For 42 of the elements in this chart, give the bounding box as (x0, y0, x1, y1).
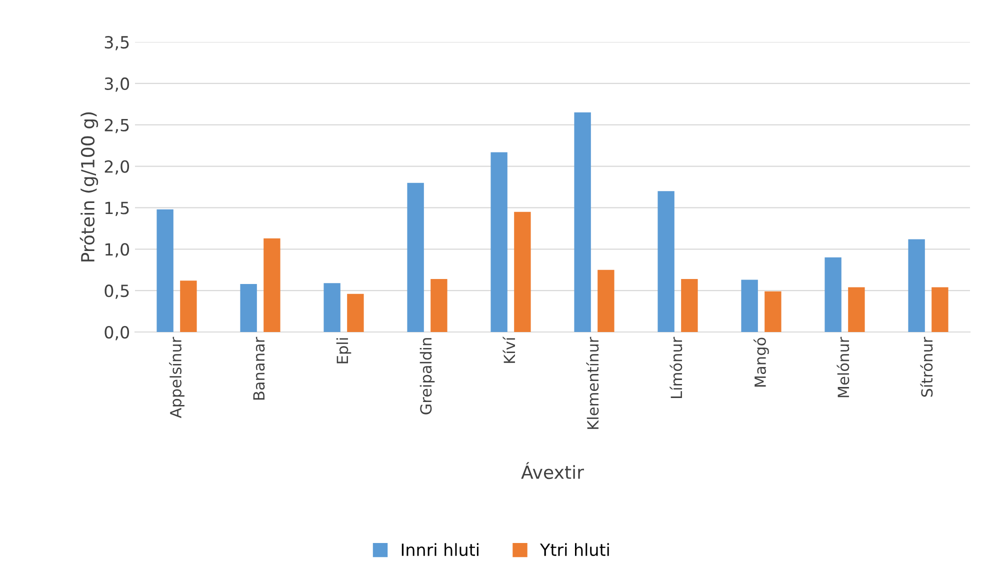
y-tick-label: 1,0 (105, 243, 130, 258)
bar (848, 287, 865, 332)
bar (514, 212, 531, 332)
x-tick-label: Klementínur (586, 336, 599, 429)
x-tick-label: Mangó (754, 338, 769, 387)
x-tick-label: Límónur (670, 336, 682, 398)
bar (681, 278, 698, 332)
y-tick-label: 3,0 (104, 77, 130, 92)
bar (658, 191, 674, 332)
y-tick-label: 1,5 (105, 202, 129, 216)
y-tick-label: 3,5 (104, 36, 129, 50)
bar (574, 112, 591, 332)
y-tick-label: 0,0 (104, 326, 130, 340)
y-axis-title: Prótein (g/100 g) (80, 112, 98, 262)
y-tick-label: 2,5 (104, 118, 129, 134)
x-tick-label: Appelsínur (169, 336, 184, 418)
bar (324, 283, 340, 332)
y-tick-label: 2,0 (104, 160, 130, 175)
bar (180, 280, 197, 332)
y-tick-label: 0,5 (104, 284, 129, 299)
bar (932, 287, 948, 332)
bar (156, 209, 174, 332)
bar (741, 280, 758, 332)
x-tick-label: Greipaldin (420, 338, 435, 414)
bar (347, 294, 364, 332)
legend-label: Innri hluti (402, 543, 478, 556)
bar (240, 284, 257, 332)
x-tick-label: Kíví (502, 336, 515, 363)
x-tick-label: Epli (336, 338, 352, 364)
x-tick-label: Melónur (836, 336, 850, 398)
bar (824, 257, 842, 332)
bar (430, 278, 448, 332)
bar (490, 152, 508, 332)
x-tick-label: Bananar (253, 336, 265, 400)
bar (764, 291, 782, 332)
bar (908, 239, 925, 332)
bar (407, 182, 424, 332)
bar (598, 270, 614, 332)
x-axis-title: Ávextir (521, 462, 584, 480)
x-tick-label: Sítrónur (920, 336, 933, 397)
legend-label: Ytri hluti (540, 543, 609, 556)
bar (264, 238, 280, 332)
